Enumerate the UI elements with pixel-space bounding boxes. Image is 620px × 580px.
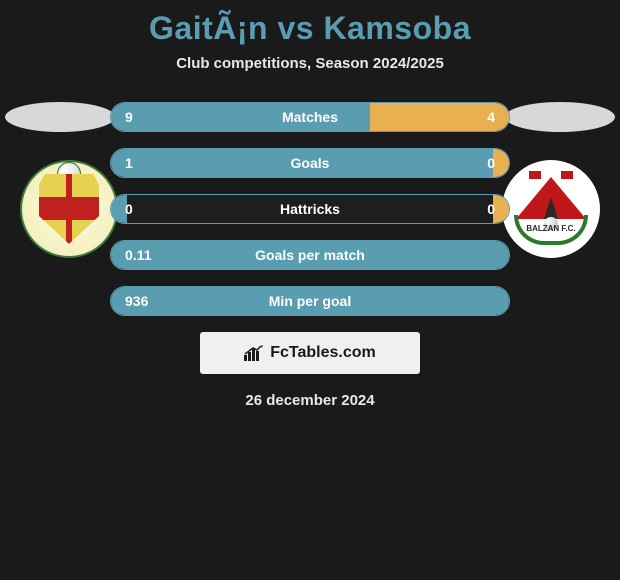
- stat-row: 936Min per goal: [110, 286, 510, 316]
- stat-rows-container: 9Matches41Goals00Hattricks00.11Goals per…: [110, 102, 510, 316]
- page-title: GaitÃ¡n vs Kamsoba: [0, 0, 620, 47]
- stat-row: 1Goals0: [110, 148, 510, 178]
- player-left-shadow: [5, 102, 115, 132]
- subtitle: Club competitions, Season 2024/2025: [0, 55, 620, 72]
- stat-label: Goals per match: [111, 247, 509, 263]
- stat-value-right: 0: [487, 201, 495, 217]
- stat-label: Goals: [111, 155, 509, 171]
- stat-label: Matches: [111, 109, 509, 125]
- player-right-shadow: [505, 102, 615, 132]
- team-badge-right-inner: BALZAN F.C.: [511, 169, 591, 249]
- date-text: 26 december 2024: [0, 392, 620, 409]
- team-badge-left: [20, 160, 118, 258]
- arc-label: BALZAN F.C.: [514, 215, 588, 245]
- stat-row: 0.11Goals per match: [110, 240, 510, 270]
- content-area: BALZAN F.C. 9Matches41Goals00Hattricks00…: [0, 102, 620, 409]
- brand-text: FcTables.com: [270, 344, 376, 362]
- stat-label: Min per goal: [111, 293, 509, 309]
- team-badge-left-inner: [39, 174, 99, 244]
- brand-box: FcTables.com: [200, 332, 420, 374]
- team-badge-right: BALZAN F.C.: [502, 160, 600, 258]
- stat-row: 0Hattricks0: [110, 194, 510, 224]
- stat-row: 9Matches4: [110, 102, 510, 132]
- bar-chart-icon: [244, 345, 264, 361]
- tent-icon: [516, 177, 586, 219]
- stat-label: Hattricks: [111, 201, 509, 217]
- stat-value-right: 0: [487, 155, 495, 171]
- stat-value-right: 4: [487, 109, 495, 125]
- shield-icon: [39, 174, 99, 244]
